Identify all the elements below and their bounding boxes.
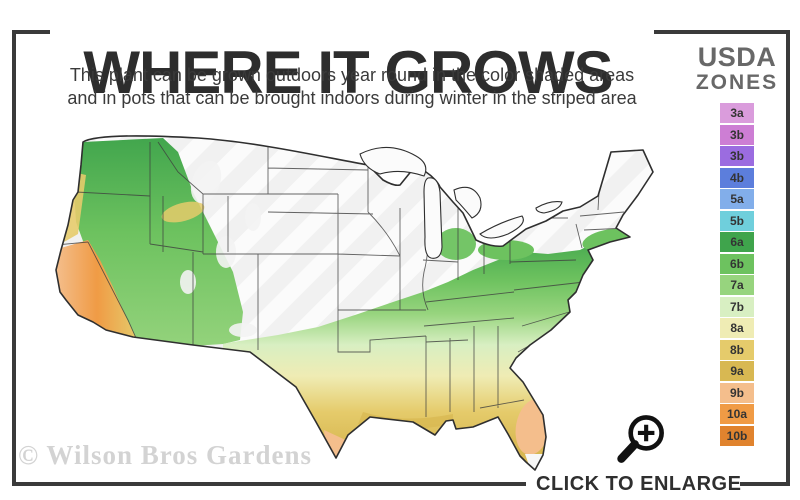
zone-swatch: 6a — [720, 232, 754, 253]
zone-swatch: 10b — [720, 425, 754, 446]
zone-swatch: 5a — [720, 189, 754, 210]
great-lakes — [359, 146, 563, 259]
subtitle-line-1: This plant can be grown outdoors year ro… — [69, 65, 635, 85]
lake-michigan — [423, 177, 443, 259]
south-texas-peach-zone — [324, 430, 350, 464]
idaho-valley-gold-patch — [161, 201, 205, 223]
zone-swatch: 6b — [720, 253, 754, 274]
lake-huron — [453, 186, 482, 219]
frame-bottom-right-segment — [740, 482, 790, 486]
zone-swatch: 3b — [720, 146, 754, 167]
lake-superior — [359, 146, 427, 177]
subtitle-line-2: and in pots that can be brought indoors … — [67, 87, 637, 108]
legend-heading-usda: USDA — [697, 42, 777, 72]
usa-grow-zone-map[interactable] — [28, 112, 678, 490]
usa-outline — [55, 135, 654, 471]
lake-erie — [479, 215, 524, 239]
frame-left — [12, 30, 16, 486]
watermark: © Wilson Bros Gardens — [18, 440, 312, 470]
zone-swatch: 5b — [720, 210, 754, 231]
frame-bottom-segment — [12, 482, 526, 486]
legend-heading-zones: ZONES — [695, 71, 779, 94]
legend-swatch-column: 3a 3b 3b 4b 5a 5b 6a 6b 7a 7b 8a 8b 9a 9… — [680, 103, 794, 446]
frame-top-left-segment — [12, 30, 50, 34]
zone-swatch: 3a — [720, 103, 754, 124]
lake-ontario — [535, 201, 563, 214]
usda-zones-legend: USDA ZONES 3a 3b 3b 4b 5a 5b 6a 6b 7a 7b… — [680, 44, 794, 446]
michigan-green-zone — [436, 228, 476, 260]
zone-swatch: 9b — [720, 382, 754, 403]
page-title: WHERE IT GROWS — [83, 39, 613, 107]
map-fill-layers — [56, 135, 653, 470]
frame-top-right-segment — [654, 30, 790, 34]
click-to-enlarge-button[interactable]: CLICK TO ENLARGE — [536, 473, 742, 495]
zone-swatch: 4b — [720, 167, 754, 188]
zone-swatch: 9a — [720, 361, 754, 382]
zone-swatch: 8a — [720, 318, 754, 339]
subtitle: This plant can be grown outdoors year ro… — [42, 64, 662, 109]
zone-swatch: 3b — [720, 124, 754, 145]
zone-swatch: 8b — [720, 339, 754, 360]
oregon-coast-gold-zone — [64, 172, 86, 242]
frame-right — [786, 30, 790, 486]
zone-swatch: 7a — [720, 275, 754, 296]
zone-swatch: 7b — [720, 296, 754, 317]
mountain-white-patches — [180, 160, 261, 337]
magnifier-plus-icon[interactable] — [608, 402, 674, 468]
california-zone — [56, 240, 136, 338]
zone-swatch: 10a — [720, 404, 754, 425]
